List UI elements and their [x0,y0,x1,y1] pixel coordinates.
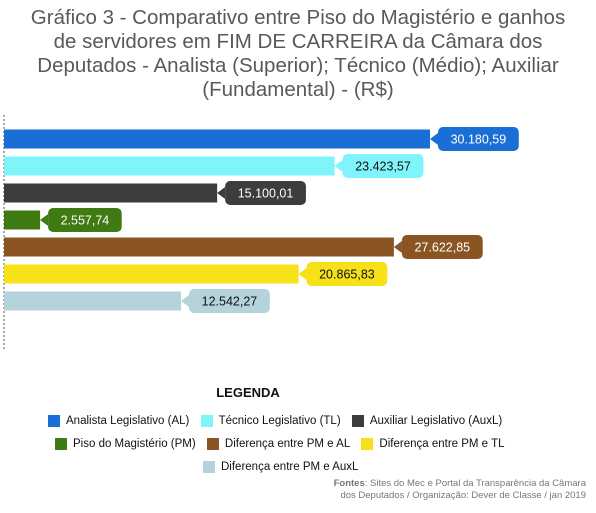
source-prefix: Fontes [333,478,365,489]
source-note: Fontes: Sites do Mec e Portal da Transpa… [334,478,586,502]
data-label: 23.423,57 [355,160,411,174]
source-line: : Sites do Mec e Portal da Transparência… [364,478,586,489]
legend-swatch [351,415,364,427]
bar [4,237,394,257]
source-line: dos Deputados / Organização: Dever de Cl… [340,490,586,501]
legend-label: Analista Legislativo (AL) [66,415,190,427]
data-label-box [438,127,519,151]
data-label: 20.865,83 [319,268,375,282]
data-label-box [401,235,483,259]
legend-title: LEGENDA [216,385,280,400]
legend-label: Técnico Legislativo (TL) [218,415,341,427]
data-label-pointer [298,268,307,280]
legend-swatch [200,415,213,427]
legend-item: Diferença entre PM e AL [206,438,351,450]
data-label-pointer [430,133,438,145]
legend-item: Auxiliar Legislativo (AuxL) [351,415,503,427]
legend-row: Analista Legislativo (AL) Técnico Legisl… [48,415,510,430]
legend-item: Diferença entre PM e AuxL [203,461,358,473]
legend-swatch [48,415,60,427]
title-line: Deputados - Analista (Superior); Técnico… [37,54,559,77]
legend-row: Diferença entre PM e AuxL [203,461,366,476]
data-label: 15.100,01 [238,187,294,201]
title-line: de servidores em FIM DE CARREIRA da Câma… [53,30,543,53]
chart-title: Gráfico 3 - Comparativo entre Piso do Ma… [0,6,596,102]
data-label-pointer [40,214,49,226]
data-label-box [342,154,424,178]
legend-item: Analista Legislativo (AL) [48,415,189,427]
bar [4,183,218,203]
data-label-box [306,262,388,286]
legend-row: Piso do Magistério (PM) Diferença entre … [55,438,513,453]
legend-item: Técnico Legislativo (TL) [200,415,341,427]
bar [4,156,335,176]
legend-item: Diferença entre PM e TL [361,438,505,450]
legend-label: Auxiliar Legislativo (AuxL) [369,415,503,427]
legend-swatch [203,461,215,473]
data-label-box [48,208,122,232]
data-label: 30.180,59 [451,133,507,147]
data-label: 27.622,85 [414,241,470,255]
bar [4,291,182,311]
data-label-pointer [181,295,190,307]
data-label-box [189,289,270,313]
data-label-pointer [334,160,343,172]
legend-item: Piso do Magistério (PM) [55,438,196,450]
bar [4,264,299,284]
legend-label: Diferença entre PM e TL [379,438,505,450]
legend-label: Diferença entre PM e AuxL [221,461,359,473]
data-label: 2.557,74 [61,214,110,228]
legend-label: Diferença entre PM e AL [224,438,351,450]
data-label: 12.542,27 [202,295,258,309]
title-line: (Fundamental) - (R$) [202,78,394,101]
bar-chart: 30.180,59 23.423,57 15.100,01 2.557,74 27.62… [3,115,519,350]
data-label-box [225,181,306,205]
bar [4,129,430,149]
data-label-pointer [217,187,226,199]
bar [4,210,41,230]
legend-swatch [206,438,219,450]
legend-swatch [55,438,67,450]
legend-label: Piso do Magistério (PM) [73,438,196,450]
title-line: Gráfico 3 - Comparativo entre Piso do Ma… [30,6,566,29]
data-label-pointer [393,241,402,253]
legend-swatch [361,438,374,450]
